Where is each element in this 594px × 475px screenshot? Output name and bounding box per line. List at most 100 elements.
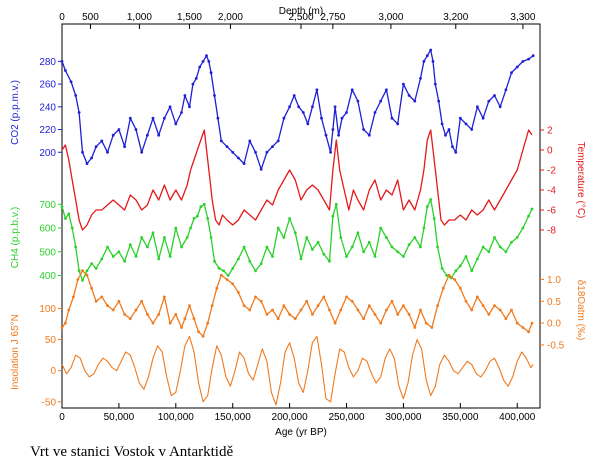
ch4-data-point [117, 250, 121, 254]
co2-data-point [180, 111, 183, 114]
isotope-data-point [123, 313, 126, 316]
ch4-data-point [146, 245, 149, 249]
isotope-data-point [470, 308, 474, 312]
ch4-data-point [282, 236, 286, 239]
ch4-data-point [440, 267, 444, 270]
co2-data-point [320, 116, 323, 120]
ch4-data-point [402, 255, 405, 258]
co2-data-point [498, 105, 502, 109]
isotope-data-point [373, 313, 377, 316]
co2-data-point [422, 60, 426, 63]
co2-data-point [219, 139, 223, 143]
isotope-data-point [350, 299, 354, 303]
isotope-data-point [493, 304, 496, 307]
ch4-tick-label: 400 [39, 271, 56, 282]
co2-data-point [140, 150, 144, 154]
top-tick-label: 3,200 [443, 12, 468, 23]
top-tick-label: 0 [59, 12, 65, 23]
ch4-data-point [90, 262, 93, 265]
ch4-data-point [521, 226, 525, 230]
ch4-data-point [206, 217, 210, 220]
co2-data-point [487, 99, 491, 103]
isotope-data-point [188, 304, 191, 307]
x-tick-label: 200,000 [272, 412, 309, 423]
top-tick-label: 2,000 [218, 12, 243, 23]
ch4-data-point [385, 236, 388, 239]
co2-data-point [111, 133, 115, 137]
isotope-data-point [276, 317, 280, 321]
x-tick-label: 150,000 [215, 412, 252, 423]
isotope-data-point [72, 295, 75, 299]
co2-data-point [106, 150, 109, 154]
ch4-data-point [367, 240, 371, 244]
ch4-data-point [390, 245, 394, 249]
isotope-data-point [328, 308, 331, 312]
ch4-data-point [111, 255, 115, 258]
isotope-data-point [322, 295, 326, 299]
co2-data-point [188, 105, 191, 109]
co2-data-point [146, 133, 149, 137]
co2-data-point [123, 145, 126, 149]
co2-data-point [440, 122, 444, 126]
co2-data-point [198, 65, 202, 69]
co2-tick-label: 240 [39, 102, 56, 113]
ch4-data-point [432, 217, 436, 220]
co2-data-point [379, 99, 383, 103]
co2-data-point [311, 105, 314, 109]
isotope-data-point [345, 295, 348, 299]
isotope-data-point [504, 317, 508, 321]
x-tick-label: 50,000 [104, 412, 135, 423]
co2-data-point [447, 128, 451, 131]
co2-data-point [527, 57, 530, 61]
ch4-data-point [192, 217, 196, 220]
isotope-data-point [180, 326, 183, 329]
ch4-data-point [413, 236, 417, 239]
isotope-data-point [106, 304, 109, 307]
co2-data-point [64, 69, 67, 72]
co2-tick-label: 220 [39, 125, 56, 136]
ch4-data-point [196, 214, 199, 218]
ch4-data-point [362, 250, 365, 254]
ch4-tick-label: 600 [39, 224, 56, 235]
isotope-data-point [476, 295, 479, 299]
isotope-data-point [85, 273, 89, 277]
top-tick-label: 1,500 [177, 12, 202, 23]
co2-data-point [345, 111, 348, 114]
co2-data-point [168, 105, 172, 109]
co2-data-point [476, 105, 479, 109]
isotope-data-point [498, 308, 502, 312]
isotope-data-point [219, 273, 223, 277]
isotope-data-point [183, 317, 187, 321]
isotope-data-point [201, 334, 205, 338]
isotope-data-point [225, 278, 229, 281]
co2-data-point [69, 80, 73, 84]
co2-data-point [493, 94, 496, 97]
co2-data-point [396, 122, 400, 126]
top-tick-label: 3,000 [378, 12, 403, 23]
temperature-tick-label: 2 [547, 126, 553, 137]
co2-data-point [288, 105, 291, 109]
co2-data-point [419, 77, 422, 80]
ch4-data-point [419, 245, 422, 249]
insolation-tick-label: 0 [50, 366, 56, 377]
top-tick-label: 500 [82, 12, 99, 23]
ch4-data-point [140, 236, 144, 239]
isotope-data-point [464, 299, 468, 303]
ch4-data-point [168, 255, 172, 258]
co2-data-point [213, 94, 216, 97]
isotope-data-point [430, 326, 434, 329]
isotope-data-point [424, 321, 428, 325]
isotope-data-point [436, 304, 439, 307]
isotope-axis-title: δ18Oatm (‰) [575, 280, 586, 341]
co2-data-point [521, 60, 525, 63]
isotope-data-point [527, 330, 530, 334]
isotope-data-point [447, 273, 451, 277]
top-axis-title: Depth (m) [279, 6, 323, 17]
insolation-tick-label: -50 [42, 397, 57, 408]
co2-data-point [425, 54, 429, 58]
ch4-data-point [288, 217, 291, 220]
co2-data-point [510, 71, 513, 75]
isotope-data-point [521, 326, 525, 329]
co2-axis-title: CO2 (p.p.m.v.) [10, 80, 21, 145]
